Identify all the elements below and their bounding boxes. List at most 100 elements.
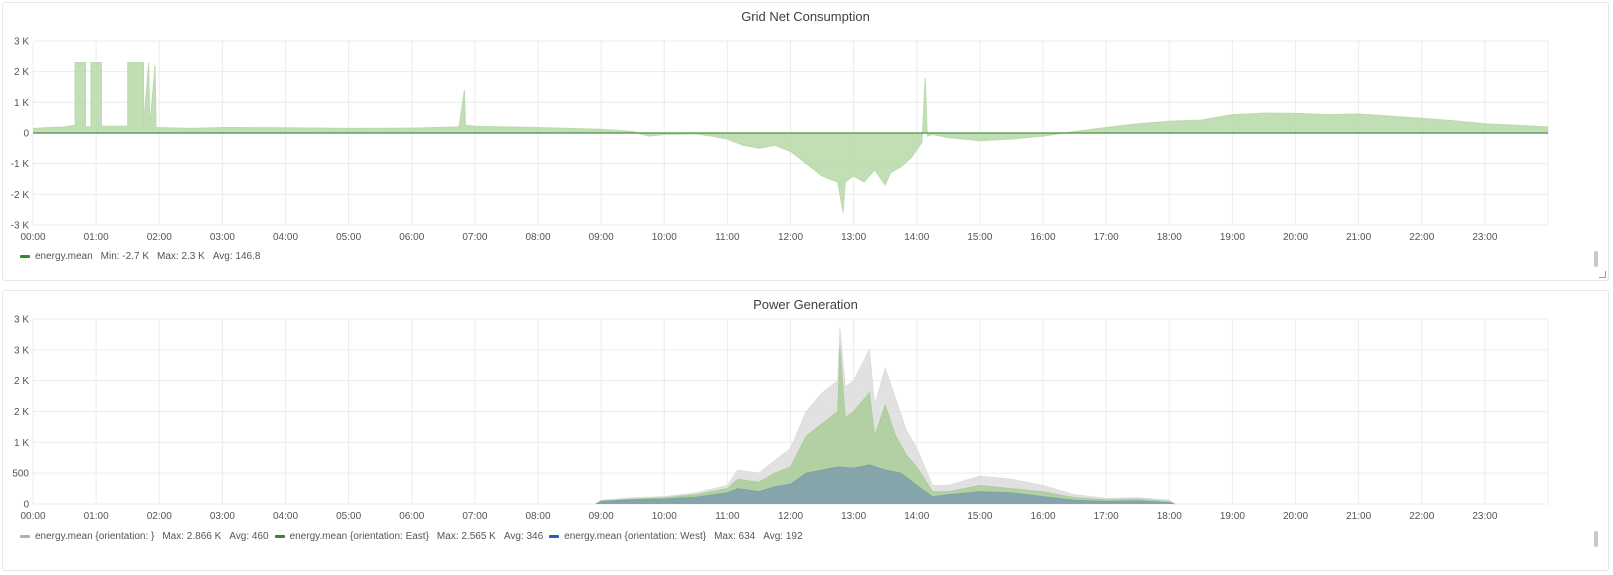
legend: energy.mean Min: -2.7 K Max: 2.3 K Avg: …	[20, 251, 266, 262]
y-tick-label: 1 K	[14, 98, 29, 109]
x-tick-label: 04:00	[273, 232, 298, 243]
x-tick-label: 06:00	[399, 232, 424, 243]
x-tick-label: 00:00	[20, 511, 45, 522]
legend-avg: Avg: 146.8	[212, 251, 261, 262]
y-tick-label: -2 K	[11, 190, 30, 201]
series-area	[33, 62, 1548, 213]
x-tick-label: 06:00	[399, 511, 424, 522]
x-tick-label: 17:00	[1094, 511, 1119, 522]
x-tick-label: 07:00	[462, 511, 487, 522]
x-tick-label: 11:00	[715, 232, 740, 243]
series-color-swatch	[274, 535, 285, 538]
power-generation-panel: Power Generation 3 K 3 K 2 K 2 K 1 K 500 0 00:0…	[2, 290, 1609, 571]
legend-series-name: energy.mean {orientation: West}	[564, 531, 707, 542]
y-tick-label: 3 K	[14, 37, 29, 48]
legend-avg: Avg: 460	[229, 531, 269, 542]
x-tick-label: 20:00	[1283, 232, 1308, 243]
x-tick-label: 23:00	[1472, 232, 1497, 243]
legend-item-energy-mean[interactable]: energy.mean Min: -2.7 K Max: 2.3 K Avg: …	[20, 251, 260, 262]
x-tick-label: 16:00	[1030, 232, 1055, 243]
grid	[32, 318, 1549, 505]
x-tick-label: 02:00	[147, 232, 172, 243]
x-tick-label: 03:00	[210, 511, 235, 522]
legend-scrollbar[interactable]	[1594, 251, 1598, 267]
x-tick-label: 11:00	[715, 511, 740, 522]
x-tick-label: 18:00	[1157, 232, 1182, 243]
series-line	[595, 345, 1175, 505]
series-area	[595, 345, 1175, 504]
y-tick-label: 0	[23, 129, 29, 140]
x-tick-label: 01:00	[84, 232, 109, 243]
y-tick-label: 2 K	[14, 407, 29, 418]
x-tick-label: 02:00	[147, 511, 172, 522]
x-tick-label: 10:00	[652, 232, 677, 243]
series-line	[595, 327, 1175, 505]
x-tick-label: 17:00	[1094, 232, 1119, 243]
x-tick-label: 20:00	[1283, 511, 1308, 522]
x-tick-label: 21:00	[1346, 232, 1371, 243]
grid-net-consumption-panel: Grid Net Consumption 3 K 2 K 1 K 0 -1 K -2 K -…	[2, 2, 1609, 281]
legend-series-name: energy.mean {orientation: East}	[289, 531, 429, 542]
y-tick-label: 0	[23, 500, 29, 511]
x-tick-label: 23:00	[1472, 511, 1497, 522]
x-tick-label: 19:00	[1220, 511, 1245, 522]
x-tick-label: 19:00	[1220, 232, 1245, 243]
series-area	[595, 464, 1175, 504]
legend-avg: Avg: 192	[763, 531, 803, 542]
x-tick-label: 13:00	[841, 232, 866, 243]
x-tick-label: 09:00	[589, 511, 614, 522]
series-color-swatch	[549, 535, 560, 538]
x-tick-label: 08:00	[525, 232, 550, 243]
x-tick-label: 22:00	[1409, 232, 1434, 243]
y-tick-label: -3 K	[11, 221, 30, 232]
x-tick-label: 15:00	[967, 232, 992, 243]
x-tick-label: 08:00	[525, 511, 550, 522]
legend-max: Max: 2.565 K	[436, 531, 496, 542]
x-tick-label: 14:00	[904, 232, 929, 243]
series-line	[595, 464, 1175, 505]
legend-avg: Avg: 346	[503, 531, 544, 542]
panel-resize-handle[interactable]	[1599, 271, 1606, 278]
panel-title[interactable]: Power Generation	[753, 297, 858, 312]
x-tick-label: 14:00	[904, 511, 929, 522]
grid-net-consumption-chart: 3 K 2 K 1 K 0 -1 K -2 K -3 K00:00 01:00 02:00 03:…	[11, 37, 1549, 243]
x-tick-label: 07:00	[462, 232, 487, 243]
legend-item-orientation-blank[interactable]: energy.mean {orientation: } Max: 2.866 K…	[20, 531, 269, 542]
y-tick-label: 500	[12, 469, 29, 480]
x-tick-label: 09:00	[589, 232, 614, 243]
x-tick-label: 13:00	[841, 511, 866, 522]
x-tick-label: 03:00	[210, 232, 235, 243]
legend-series-name: energy.mean	[35, 251, 93, 262]
x-tick-label: 00:00	[20, 232, 45, 243]
legend-max: Max: 634	[714, 531, 756, 542]
legend-item-orientation-east[interactable]: energy.mean {orientation: East} Max: 2.5…	[274, 531, 544, 542]
legend-series-name: energy.mean {orientation: }	[35, 531, 155, 542]
y-tick-label: -1 K	[11, 159, 30, 170]
legend-scrollbar[interactable]	[1594, 531, 1598, 547]
x-tick-label: 16:00	[1030, 511, 1055, 522]
legend: energy.mean {orientation: } Max: 2.866 K…	[20, 531, 809, 542]
y-tick-label: 1 K	[14, 438, 29, 449]
legend-min: Min: -2.7 K	[100, 251, 149, 262]
x-tick-label: 15:00	[967, 511, 992, 522]
power-generation-chart: 3 K 3 K 2 K 2 K 1 K 500 000:00 01:00 02:00 03:00 0…	[12, 315, 1549, 522]
legend-item-orientation-west[interactable]: energy.mean {orientation: West} Max: 634…	[549, 531, 803, 542]
series-color-swatch	[20, 255, 30, 258]
x-tick-label: 05:00	[336, 511, 361, 522]
panel-title[interactable]: Grid Net Consumption	[741, 9, 870, 24]
x-tick-label: 22:00	[1409, 511, 1434, 522]
series-line	[32, 62, 1549, 213]
legend-max: Max: 2.866 K	[162, 531, 222, 542]
y-tick-label: 3 K	[14, 345, 29, 356]
y-tick-label: 2 K	[14, 67, 29, 78]
x-tick-label: 05:00	[336, 232, 361, 243]
series-color-swatch	[20, 535, 30, 538]
x-tick-label: 04:00	[273, 511, 298, 522]
legend-max: Max: 2.3 K	[157, 251, 205, 262]
x-tick-label: 18:00	[1157, 511, 1182, 522]
x-tick-label: 10:00	[652, 511, 677, 522]
x-tick-label: 12:00	[778, 232, 803, 243]
y-tick-label: 3 K	[14, 315, 29, 326]
x-tick-label: 12:00	[778, 511, 803, 522]
x-tick-label: 01:00	[84, 511, 109, 522]
